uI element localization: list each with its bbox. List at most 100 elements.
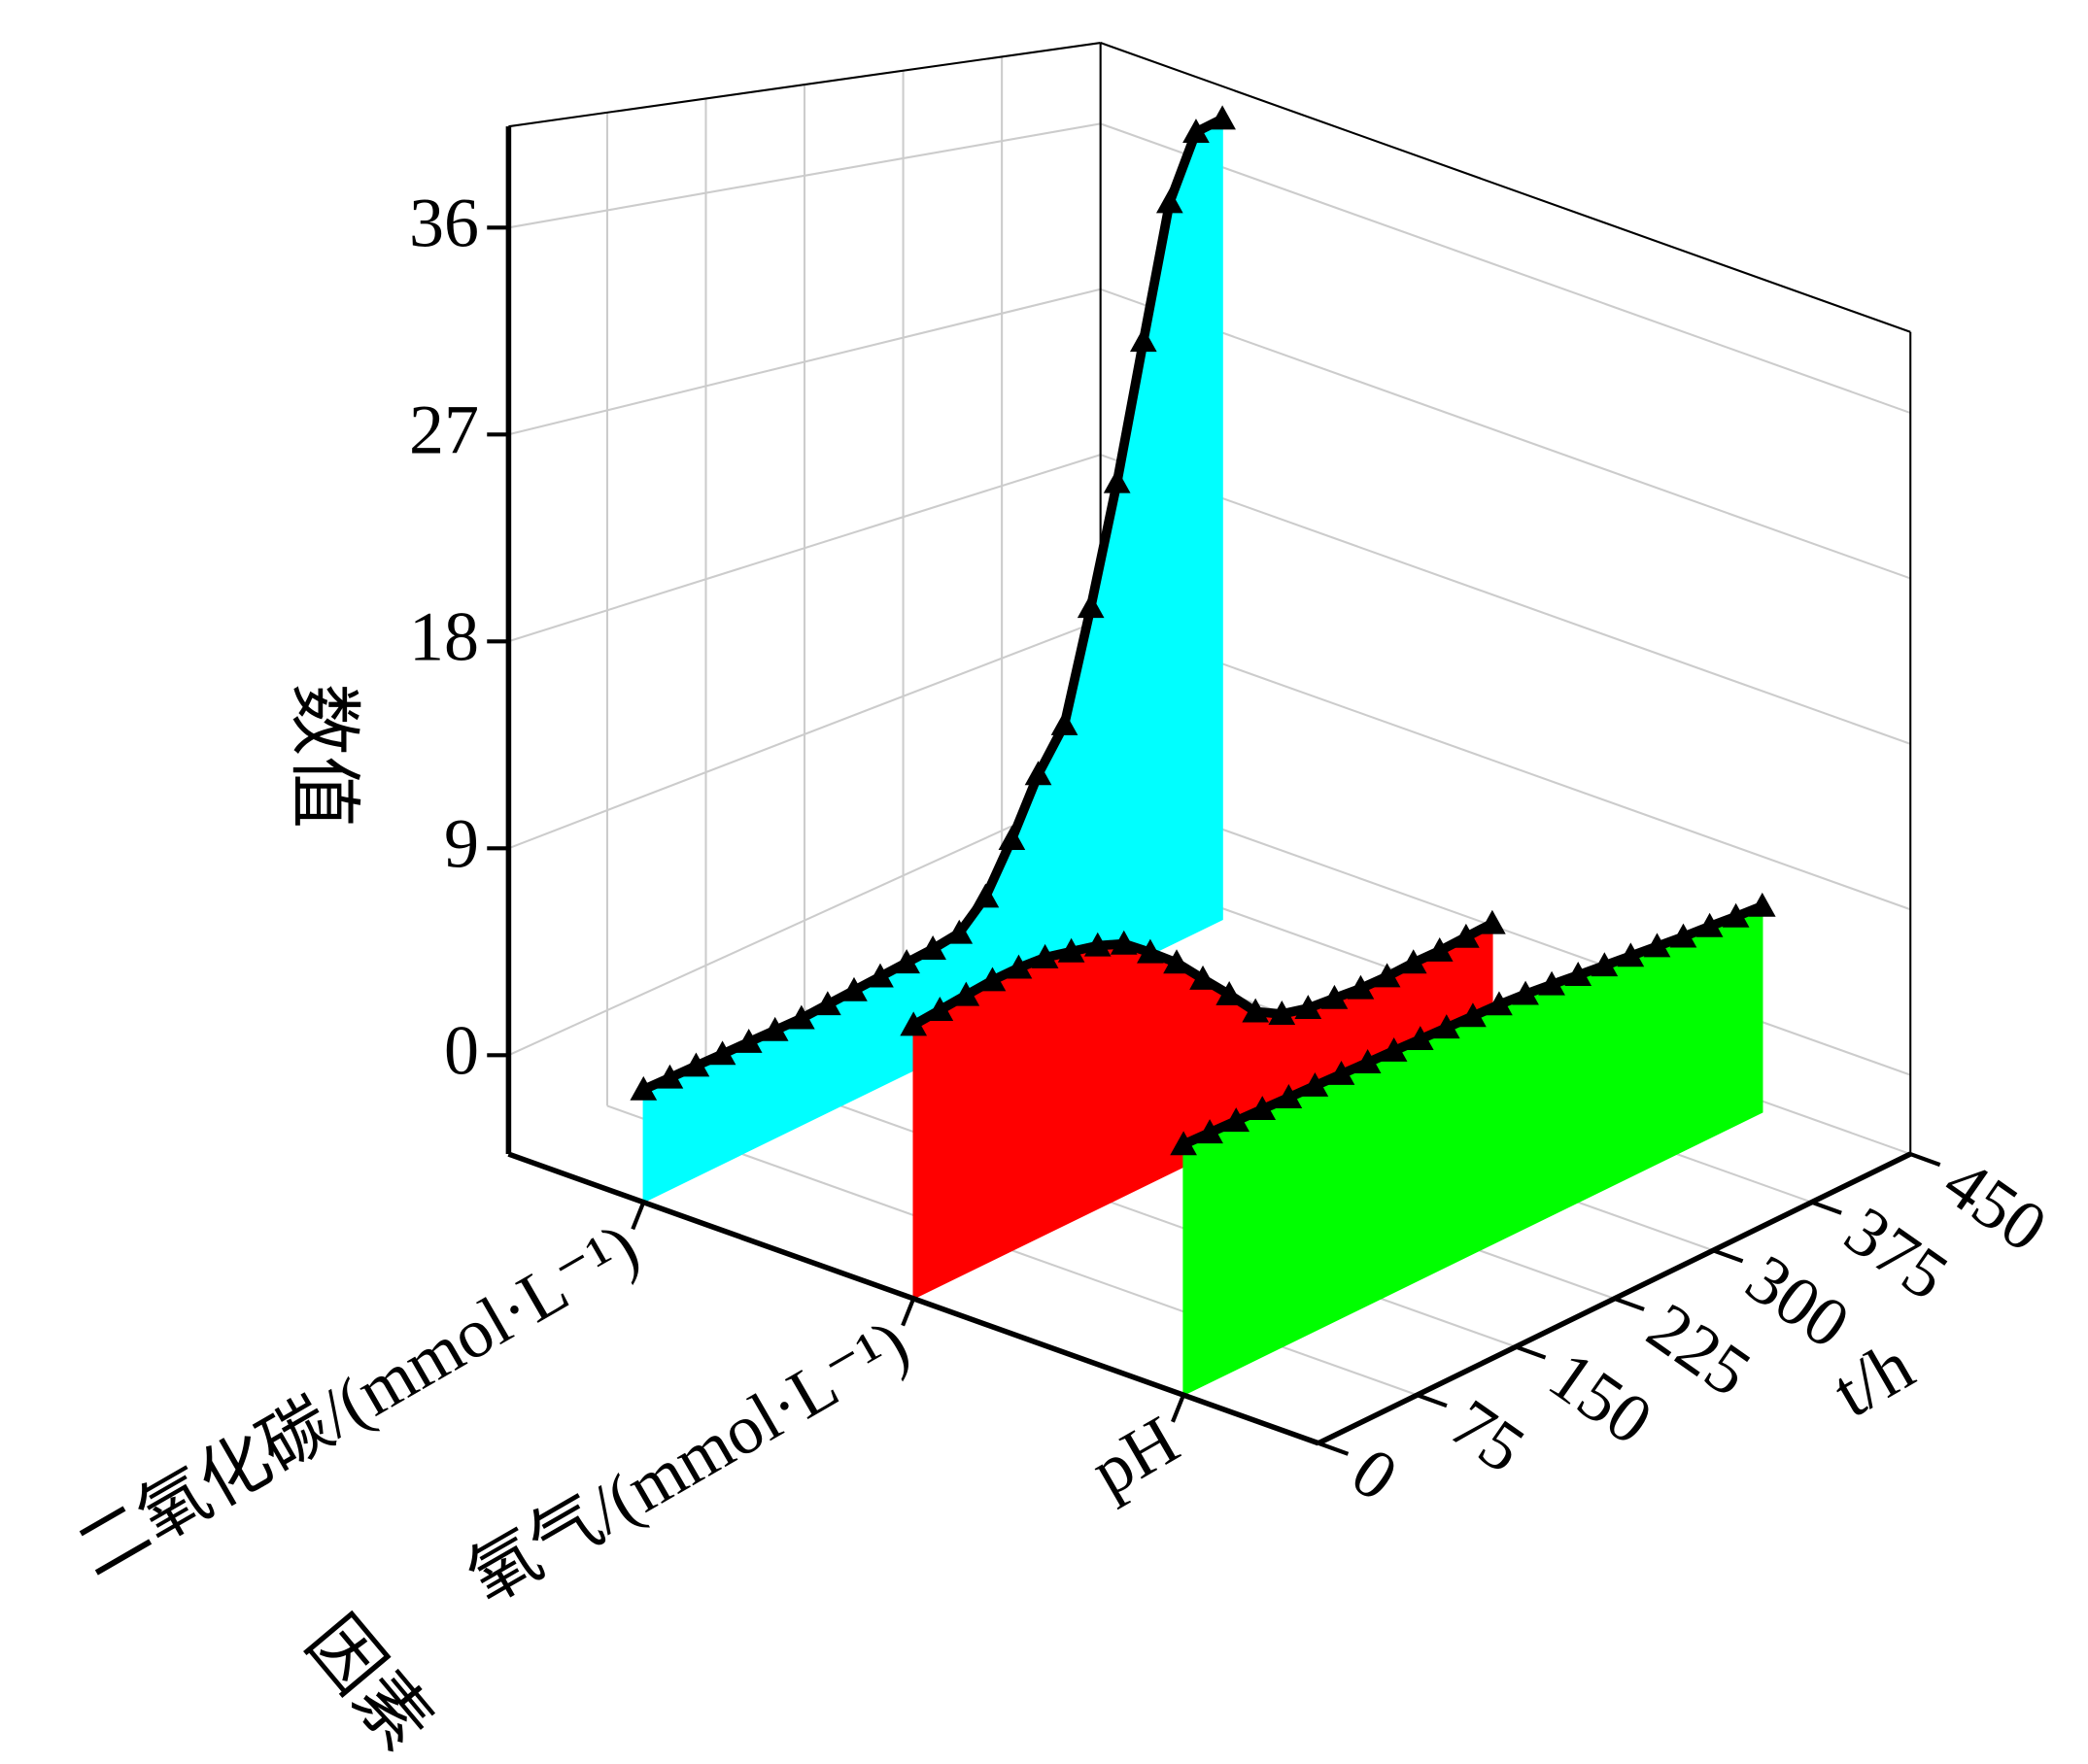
marker — [1050, 710, 1078, 735]
marker — [1347, 974, 1375, 1000]
marker — [1643, 933, 1671, 958]
marker — [1425, 936, 1454, 962]
marker — [1024, 761, 1052, 786]
marker — [893, 949, 920, 974]
marker — [1222, 1107, 1250, 1133]
category-tick — [1171, 1394, 1185, 1423]
marker — [900, 1011, 928, 1036]
marker — [1538, 970, 1565, 996]
grid-line — [1100, 784, 1911, 1076]
marker — [1249, 1096, 1277, 1121]
z-tick-label: 27 — [409, 391, 479, 469]
marker — [1459, 1002, 1487, 1028]
x-tick — [1515, 1344, 1547, 1360]
marker — [1669, 923, 1697, 948]
marker — [1695, 912, 1724, 937]
marker — [919, 935, 946, 960]
category-tick — [631, 1201, 646, 1231]
x-tick-label: 75 — [1437, 1384, 1539, 1488]
marker — [1057, 937, 1085, 963]
marker — [1380, 1036, 1408, 1062]
marker — [630, 1075, 658, 1101]
marker — [1748, 892, 1776, 917]
x-tick — [1712, 1248, 1744, 1264]
category-label: 氧气/(mmol·L⁻¹) — [456, 1305, 922, 1618]
marker — [1077, 594, 1105, 619]
grid-line — [1100, 619, 1911, 911]
plot-area — [630, 105, 1776, 1397]
marker — [708, 1040, 736, 1066]
marker — [1432, 1014, 1460, 1039]
grid-line — [1100, 454, 1911, 745]
marker — [1722, 902, 1750, 928]
z-axis-title: 数值 — [283, 683, 363, 829]
marker — [735, 1028, 763, 1053]
marker — [1005, 954, 1033, 979]
marker — [1512, 980, 1539, 1005]
marker — [840, 976, 868, 1001]
marker — [867, 963, 894, 988]
marker — [1320, 984, 1349, 1009]
marker — [1110, 930, 1138, 955]
marker — [926, 997, 954, 1021]
marker — [1268, 1001, 1296, 1025]
marker — [978, 967, 1007, 992]
marker — [1564, 962, 1592, 986]
marker — [1453, 923, 1480, 948]
marker — [1486, 991, 1513, 1016]
marker — [1373, 963, 1401, 988]
marker — [1129, 327, 1157, 353]
y-axis-title: 因素 — [291, 1602, 447, 1764]
grid-line — [1100, 122, 1911, 415]
marker — [1406, 1026, 1434, 1051]
marker — [1163, 949, 1190, 974]
x-tick — [1318, 1441, 1350, 1456]
marker — [972, 883, 1000, 908]
marker — [1242, 998, 1270, 1023]
z-tick-label: 0 — [444, 1012, 479, 1090]
marker — [952, 981, 980, 1006]
marker — [1182, 119, 1210, 144]
marker — [1617, 942, 1645, 967]
marker — [998, 826, 1026, 850]
marker — [682, 1052, 710, 1077]
marker — [1479, 909, 1506, 934]
x-tick — [1416, 1393, 1448, 1408]
frame-edge — [1100, 42, 1911, 333]
marker — [1031, 943, 1059, 968]
x-tick — [1909, 1152, 1941, 1168]
marker — [1196, 1119, 1223, 1144]
marker — [945, 919, 974, 944]
x-tick-label: 0 — [1338, 1433, 1411, 1516]
marker — [813, 991, 841, 1016]
marker — [1327, 1060, 1355, 1085]
marker — [1103, 468, 1131, 493]
marker — [1301, 1071, 1329, 1097]
marker — [1209, 105, 1236, 130]
z-tick-label: 9 — [444, 805, 479, 883]
category-tick — [901, 1298, 916, 1327]
marker — [1155, 188, 1183, 214]
marker — [1215, 980, 1244, 1005]
x-tick — [1810, 1200, 1842, 1215]
marker — [787, 1004, 815, 1030]
marker — [1189, 965, 1216, 990]
marker — [1170, 1131, 1197, 1156]
marker — [1399, 949, 1427, 974]
z-tick-label: 18 — [409, 598, 479, 676]
z-tick-label: 36 — [409, 185, 479, 262]
marker — [1353, 1049, 1382, 1073]
grid-line — [1100, 288, 1911, 580]
x-tick — [1613, 1296, 1645, 1311]
marker — [1294, 995, 1322, 1020]
marker — [656, 1064, 684, 1089]
marker — [761, 1016, 789, 1041]
frame-edge — [508, 42, 1101, 128]
marker — [1275, 1084, 1303, 1108]
marker — [1591, 952, 1619, 977]
x-axis-title: t/h — [1820, 1325, 1927, 1433]
marker — [1083, 932, 1112, 957]
marker — [1137, 938, 1164, 964]
